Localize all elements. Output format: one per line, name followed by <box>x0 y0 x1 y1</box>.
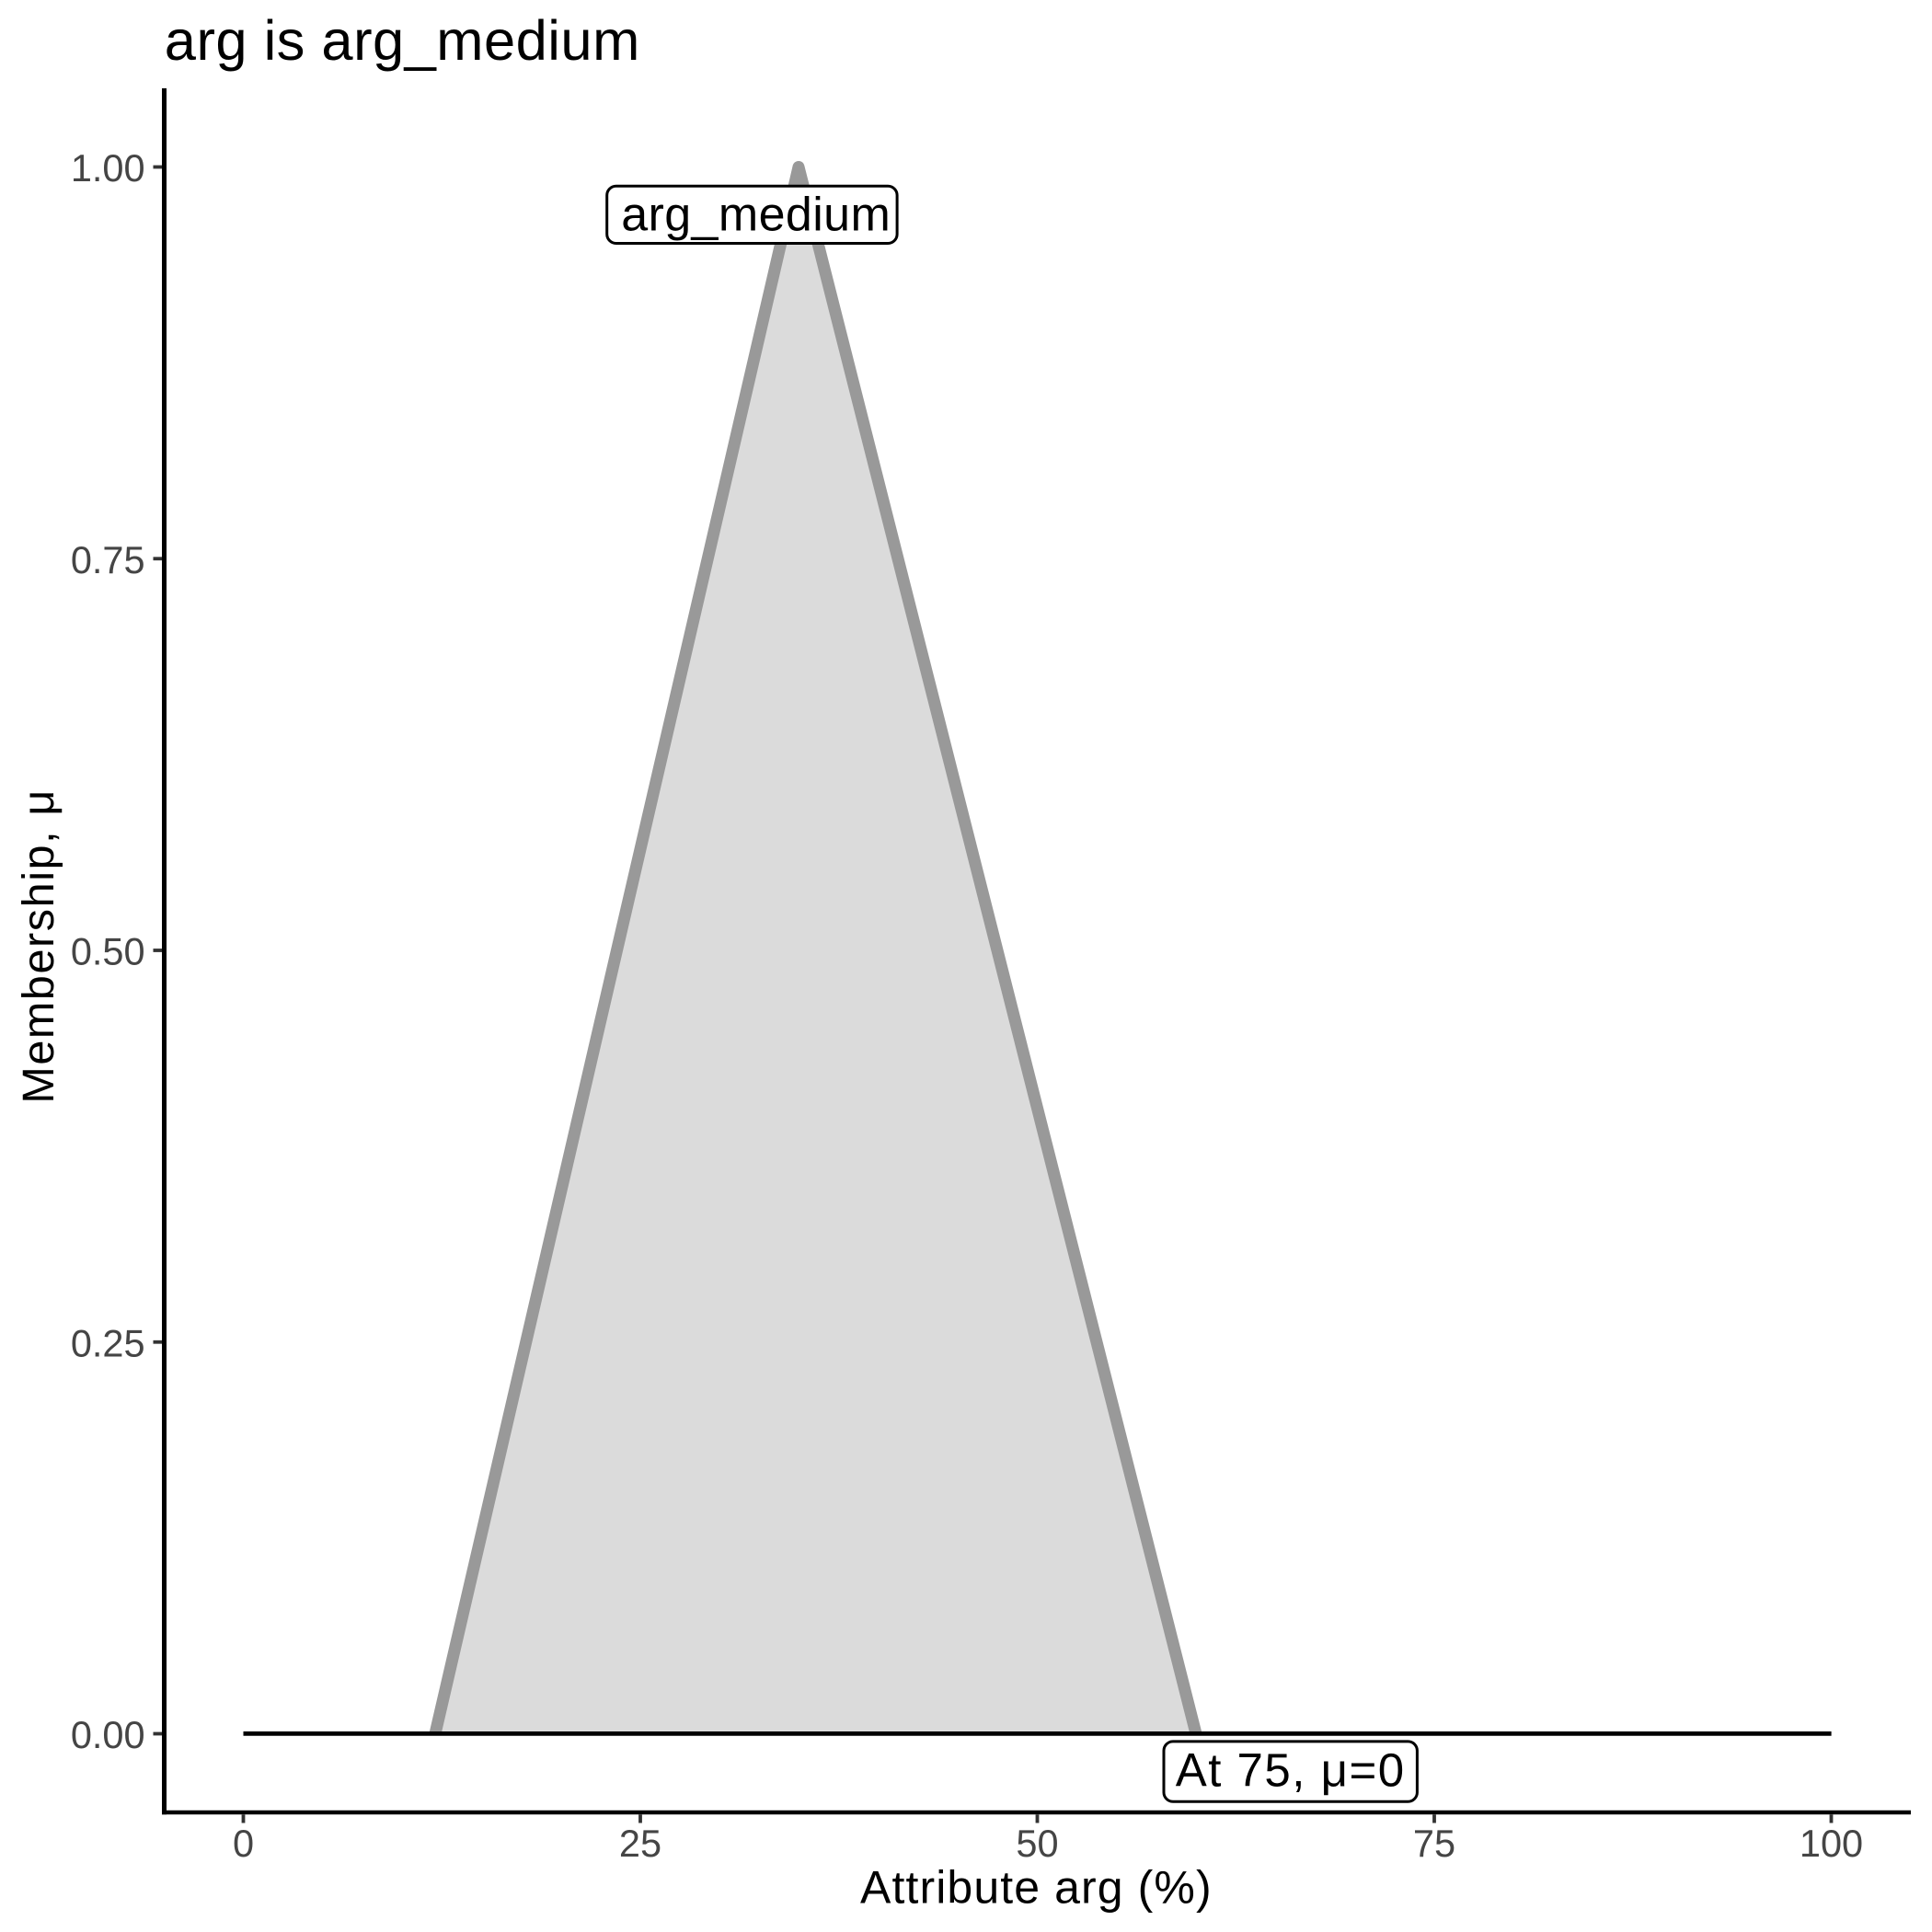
svg-text:0: 0 <box>233 1822 254 1865</box>
svg-text:arg_medium: arg_medium <box>621 188 891 241</box>
svg-text:25: 25 <box>619 1822 661 1865</box>
svg-text:50: 50 <box>1016 1822 1058 1865</box>
svg-text:100: 100 <box>1800 1822 1863 1865</box>
svg-text:Membership, μ: Membership, μ <box>14 788 63 1104</box>
svg-text:1.00: 1.00 <box>71 146 145 190</box>
svg-text:0.25: 0.25 <box>71 1321 145 1364</box>
svg-text:0.50: 0.50 <box>71 930 145 973</box>
svg-text:75: 75 <box>1413 1822 1455 1865</box>
svg-text:arg is arg_medium: arg is arg_medium <box>165 9 640 73</box>
svg-text:0.00: 0.00 <box>71 1713 145 1756</box>
svg-text:0.75: 0.75 <box>71 538 145 581</box>
svg-text:Attribute arg (%): Attribute arg (%) <box>860 1862 1213 1914</box>
svg-text:At 75, μ=0: At 75, μ=0 <box>1176 1743 1406 1796</box>
